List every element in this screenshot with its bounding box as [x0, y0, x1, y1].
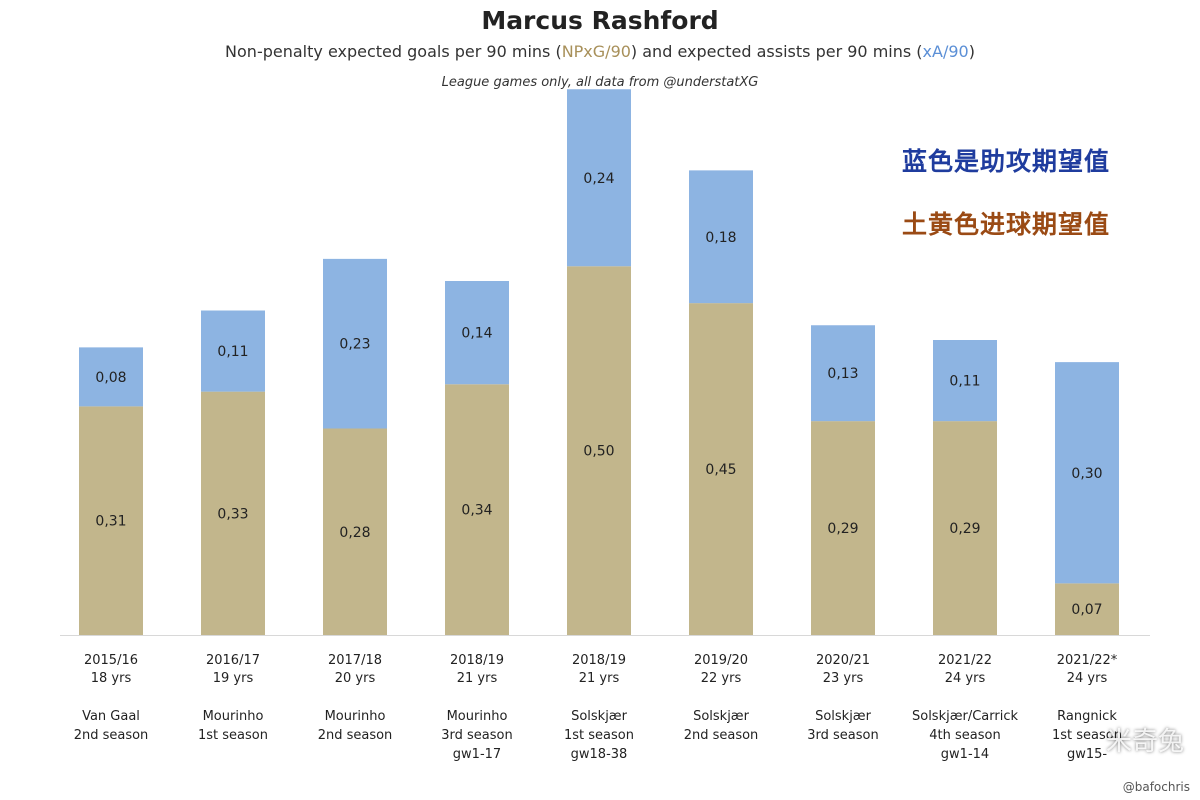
bar-npxg-3	[323, 428, 387, 635]
bar-xa-7	[811, 325, 875, 422]
subtitle-text-1: Non-penalty expected goals per 90 mins (	[225, 42, 562, 61]
x-tick-manager-9-line-3: gw15-	[1067, 747, 1107, 762]
x-tick-manager-3-line-2: 2nd season	[318, 728, 393, 743]
x-tick-age-3: 20 yrs	[335, 671, 376, 686]
x-tick-manager-3-line-1: Mourinho	[325, 709, 386, 724]
watermark-logo: 米奇兔	[1105, 727, 1184, 757]
x-tick-season-7: 2020/21	[816, 653, 870, 668]
data-label-xa-1: 0,08	[95, 370, 126, 386]
x-tick-age-4: 21 yrs	[457, 671, 498, 686]
bar-xa-9	[1055, 362, 1119, 584]
subtitle-npxg-label: NPxG/90	[561, 42, 631, 61]
subtitle-text-3: )	[968, 42, 975, 61]
data-label-xa-9: 0,30	[1071, 466, 1102, 482]
data-label-npxg-6: 0,45	[705, 462, 736, 478]
bar-xa-3	[323, 258, 387, 429]
data-label-xa-3: 0,23	[339, 337, 370, 353]
x-tick-manager-6-line-2: 2nd season	[684, 728, 759, 743]
x-tick-manager-7-line-1: Solskjær	[815, 709, 871, 724]
bar-npxg-6	[689, 303, 753, 635]
x-tick-season-8: 2021/22	[938, 653, 992, 668]
bar-npxg-9	[1055, 583, 1119, 635]
x-tick-manager-4-line-3: gw1-17	[453, 747, 501, 762]
x-tick-age-2: 19 yrs	[213, 671, 254, 686]
data-label-npxg-9: 0,07	[1071, 602, 1102, 618]
x-tick-manager-5-line-1: Solskjær	[571, 709, 627, 724]
x-tick-age-8: 24 yrs	[945, 671, 986, 686]
x-tick-manager-6-line-1: Solskjær	[693, 709, 749, 724]
x-tick-season-4: 2018/19	[450, 653, 504, 668]
bar-npxg-4	[445, 384, 509, 635]
x-tick-manager-9-line-1: Rangnick	[1057, 709, 1117, 724]
x-tick-manager-2-line-1: Mourinho	[203, 709, 264, 724]
x-tick-manager-7-line-2: 3rd season	[807, 728, 878, 743]
bar-xa-6	[689, 170, 753, 304]
data-label-npxg-3: 0,28	[339, 525, 370, 541]
bar-xa-4	[445, 281, 509, 385]
x-tick-season-6: 2019/20	[694, 653, 748, 668]
x-tick-manager-9-line-2: 1st season	[1052, 728, 1122, 743]
chart-title: Marcus Rashford	[481, 6, 719, 35]
x-tick-manager-5-line-3: gw18-38	[571, 747, 628, 762]
bar-xa-8	[933, 340, 997, 422]
data-label-npxg-7: 0,29	[827, 521, 858, 537]
bar-npxg-2	[201, 391, 265, 635]
x-tick-manager-8-line-3: gw1-14	[941, 747, 989, 762]
x-tick-age-6: 22 yrs	[701, 671, 742, 686]
data-label-npxg-2: 0,33	[217, 506, 248, 522]
data-label-xa-2: 0,11	[217, 344, 248, 360]
data-label-npxg-5: 0,50	[583, 444, 614, 460]
x-tick-manager-4-line-2: 3rd season	[441, 728, 512, 743]
data-label-xa-8: 0,11	[949, 374, 980, 390]
subtitle-xa-label: xA/90	[922, 42, 969, 61]
legend-goal-note: 土黄色进球期望值	[901, 210, 1110, 239]
bar-npxg-5	[567, 266, 631, 635]
subtitle-text-2: ) and expected assists per 90 mins (	[630, 42, 923, 61]
x-tick-manager-8-line-1: Solskjær/Carrick	[912, 709, 1018, 724]
bar-npxg-1	[79, 406, 143, 635]
data-label-xa-5: 0,24	[583, 171, 614, 187]
x-tick-manager-1-line-2: 2nd season	[74, 728, 149, 743]
x-tick-age-1: 18 yrs	[91, 671, 132, 686]
chart-subtitle: Non-penalty expected goals per 90 mins (…	[0, 42, 1200, 61]
chart-note: League games only, all data from @unders…	[441, 75, 759, 90]
x-tick-manager-1-line-1: Van Gaal	[82, 709, 140, 724]
author-credit: @bafochris	[1122, 780, 1190, 794]
x-tick-manager-4-line-1: Mourinho	[447, 709, 508, 724]
x-tick-age-5: 21 yrs	[579, 671, 620, 686]
x-tick-season-2: 2016/17	[206, 653, 260, 668]
x-tick-manager-2-line-2: 1st season	[198, 728, 268, 743]
data-label-xa-4: 0,14	[461, 326, 492, 342]
data-label-npxg-4: 0,34	[461, 503, 492, 519]
bar-xa-1	[79, 347, 143, 407]
x-tick-age-7: 23 yrs	[823, 671, 864, 686]
legend-assist-note: 蓝色是助攻期望值	[901, 147, 1110, 176]
bar-xa-2	[201, 310, 265, 392]
x-tick-season-9: 2021/22*	[1057, 653, 1118, 668]
data-label-xa-7: 0,13	[827, 366, 858, 382]
x-tick-age-9: 24 yrs	[1067, 671, 1108, 686]
bar-npxg-8	[933, 421, 997, 635]
x-tick-season-5: 2018/19	[572, 653, 626, 668]
data-label-npxg-1: 0,31	[95, 514, 126, 530]
bar-npxg-7	[811, 421, 875, 635]
x-tick-season-1: 2015/16	[84, 653, 138, 668]
x-tick-season-3: 2017/18	[328, 653, 382, 668]
x-tick-manager-5-line-2: 1st season	[564, 728, 634, 743]
bar-xa-5	[567, 89, 631, 267]
data-label-npxg-8: 0,29	[949, 521, 980, 537]
data-label-xa-6: 0,18	[705, 230, 736, 246]
x-tick-manager-8-line-2: 4th season	[929, 728, 1000, 743]
